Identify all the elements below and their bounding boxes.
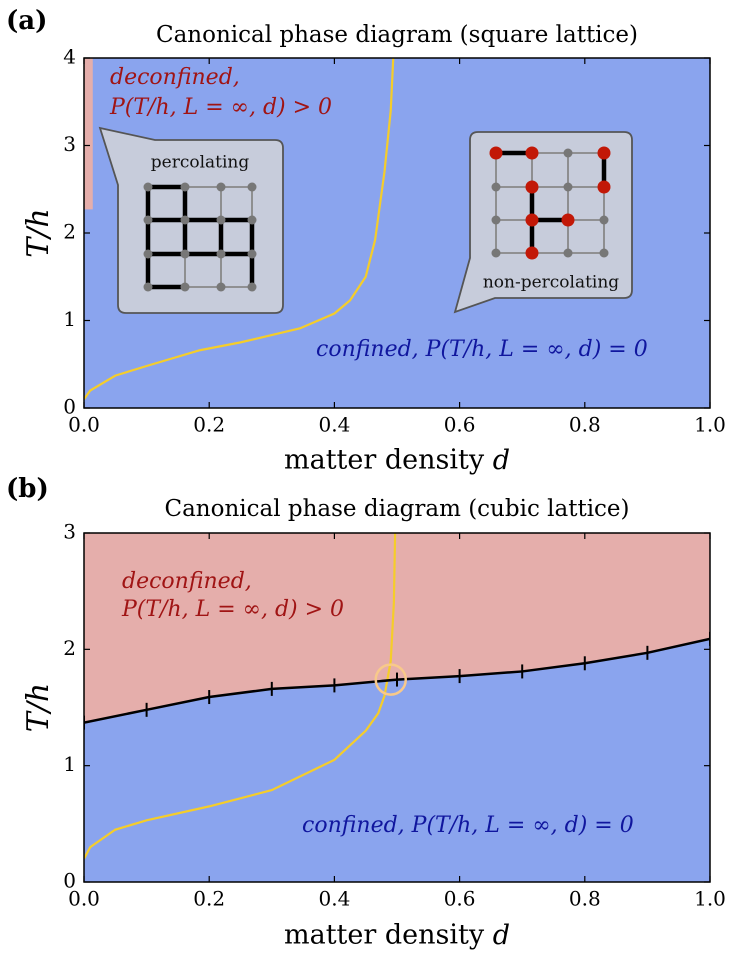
annotation: P(T/h, L = ∞, d) > 0 [121, 597, 344, 622]
y-tick-label: 2 [63, 636, 76, 660]
x-axis-label: matter density d [284, 920, 510, 951]
lattice-site [599, 248, 609, 258]
annotation: P(T/h, L = ∞, d) > 0 [109, 95, 332, 120]
x-tick-label: 0.4 [318, 413, 350, 437]
y-tick-label: 3 [63, 132, 76, 156]
phase-line [84, 533, 397, 860]
chart-title: Canonical phase diagram (cubic lattice) [164, 496, 629, 522]
x-tick-label: 0.2 [193, 887, 225, 911]
lattice-site [216, 282, 226, 292]
y-tick-label: 1 [63, 752, 76, 776]
x-tick-label: 0.4 [318, 887, 350, 911]
y-axis-label: T/h [21, 683, 56, 732]
annotation: non-percolating [483, 273, 619, 293]
y-tick-label: 1 [63, 307, 76, 331]
y-tick-label: 2 [63, 220, 76, 244]
lattice-site [525, 246, 539, 260]
lattice-site [525, 180, 539, 194]
lattice-site [143, 215, 153, 225]
lattice-site [489, 146, 503, 160]
phase-area [84, 638, 710, 882]
x-tick-label: 0.6 [444, 887, 476, 911]
lattice-site [216, 182, 226, 192]
lattice-site [597, 146, 611, 160]
lattice-site [563, 248, 573, 258]
lattice-site [525, 146, 539, 160]
chart-title: Canonical phase diagram (square lattice) [156, 22, 638, 48]
y-tick-label: 0 [63, 395, 76, 419]
x-tick-label: 0.2 [193, 413, 225, 437]
plot-area [84, 533, 710, 882]
lattice-site [563, 182, 573, 192]
lattice-site [180, 249, 190, 259]
y-tick-label: 0 [63, 869, 76, 893]
phase-line [84, 58, 395, 400]
x-tick-label: 1.0 [694, 413, 726, 437]
lattice-site [143, 282, 153, 292]
y-tick-label: 3 [63, 520, 76, 544]
lattice-site [143, 249, 153, 259]
annotation: confined, P(T/h, L = ∞, d) = 0 [302, 813, 634, 838]
panel-label: (a) [6, 6, 47, 36]
lattice-site [597, 180, 611, 194]
x-tick-label: 0.6 [444, 413, 476, 437]
x-tick-label: 1.0 [694, 887, 726, 911]
annotation: deconfined, [122, 569, 252, 594]
x-axis-label: matter density d [284, 445, 510, 476]
x-tick-label: 0.0 [68, 413, 100, 437]
annotation: confined, P(T/h, L = ∞, d) = 0 [316, 337, 648, 362]
lattice-site [180, 215, 190, 225]
annotation: percolating [151, 153, 250, 173]
lattice-site [247, 182, 257, 192]
lattice-site [491, 248, 501, 258]
lattice-site [525, 213, 539, 227]
x-tick-label: 0.8 [569, 413, 601, 437]
x-tick-label: 0.0 [68, 887, 100, 911]
lattice-site [491, 182, 501, 192]
lattice-site [563, 148, 573, 158]
annotation: deconfined, [110, 65, 240, 90]
plot-frame [83, 532, 711, 883]
y-tick-label: 4 [63, 45, 76, 69]
lattice-site [247, 215, 257, 225]
x-tick-label: 0.8 [569, 887, 601, 911]
lattice-site [599, 215, 609, 225]
lattice-site [143, 182, 153, 192]
lattice-site [180, 282, 190, 292]
lattice-site [247, 249, 257, 259]
panel-label: (b) [6, 474, 49, 504]
highlight-circle [374, 663, 407, 696]
lattice-site [561, 213, 575, 227]
lattice-site [180, 182, 190, 192]
lattice-site [491, 215, 501, 225]
lattice-site [216, 215, 226, 225]
lattice-site [216, 249, 226, 259]
y-axis-label: T/h [21, 208, 56, 257]
lattice-site [247, 282, 257, 292]
phase-region [84, 58, 93, 210]
